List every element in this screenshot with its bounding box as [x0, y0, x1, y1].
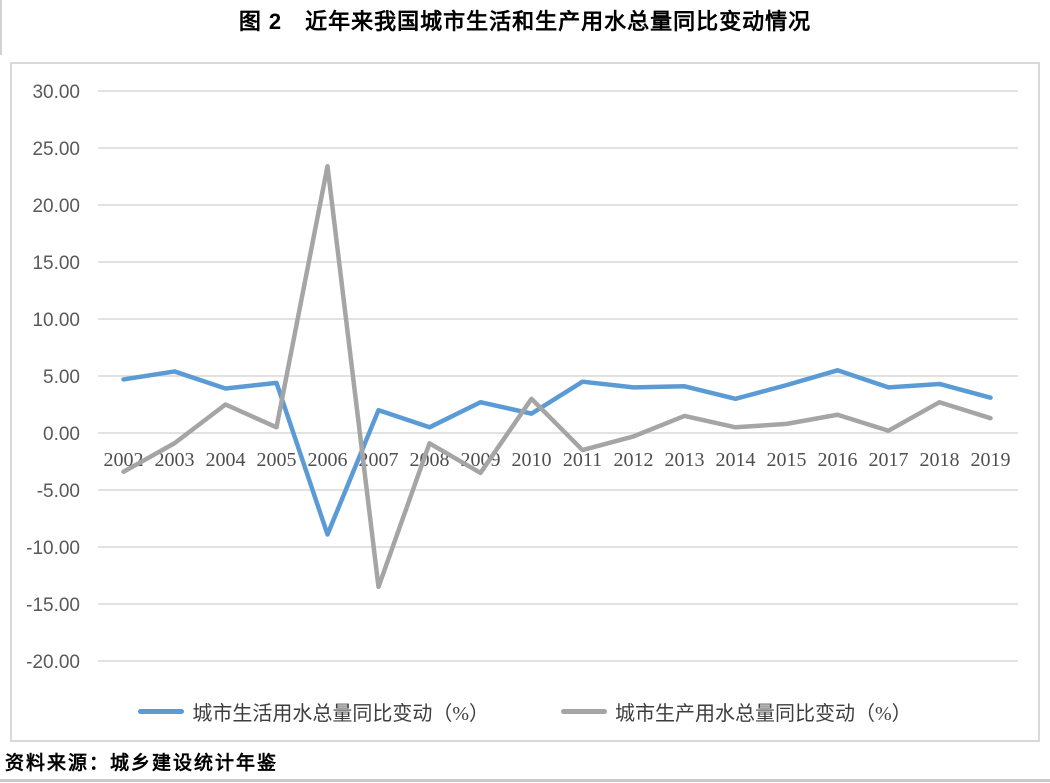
legend-label-production-water: 城市生产用水总量同比变动（%） — [615, 703, 912, 725]
x-axis-year-label: 2018 — [920, 449, 960, 471]
y-axis-tick-label: -5.00 — [37, 481, 80, 502]
x-axis-year-label: 2014 — [716, 449, 756, 471]
page-edge-tick — [0, 0, 2, 55]
y-axis-tick-label: 0.00 — [43, 424, 80, 445]
y-axis-tick-label: 15.00 — [32, 253, 80, 274]
x-axis-year-label: 2015 — [767, 449, 807, 471]
x-axis-year-label: 2010 — [512, 449, 552, 471]
legend-line-blue-icon — [138, 709, 185, 714]
x-axis-year-label: 2016 — [818, 449, 858, 471]
bottom-divider — [0, 779, 1050, 782]
x-axis-year-label: 2003 — [155, 449, 195, 471]
x-axis-year-label: 2012 — [614, 449, 654, 471]
y-axis-tick-label: -10.00 — [26, 538, 80, 559]
x-axis-year-label: 2007 — [359, 449, 399, 471]
y-axis-tick-label: -20.00 — [26, 652, 80, 673]
y-axis-tick-label: 20.00 — [32, 196, 80, 217]
legend-line-gray-icon — [561, 709, 607, 714]
y-axis-tick-label: 25.00 — [32, 139, 80, 160]
series-line-production-water — [121, 163, 993, 590]
y-axis-tick-label: 10.00 — [32, 310, 80, 331]
plot-svg: 30.00 25.00 20.00 15.00 10.00 5.00 0.00 -5.00 -1… — [26, 82, 1018, 673]
y-axis-tick-label: 30.00 — [32, 82, 80, 103]
series-line-life-water — [121, 368, 993, 537]
x-axis-year-label: 2005 — [257, 449, 297, 471]
x-axis-year-label: 2002 — [104, 449, 144, 471]
chart-area: 30.00 25.00 20.00 15.00 10.00 5.00 0.00 -5.00 -1… — [10, 62, 1040, 742]
legend: 城市生活用水总量同比变动（%） 城市生产用水总量同比变动（%） — [12, 697, 1038, 726]
x-axis-year-label: 2006 — [308, 449, 348, 471]
x-axis-year-label: 2017 — [869, 449, 909, 471]
x-axis-year-label: 2013 — [665, 449, 705, 471]
legend-label-life-water: 城市生活用水总量同比变动（%） — [192, 703, 489, 725]
x-axis-year-label: 2011 — [563, 449, 602, 471]
x-axis-year-label: 2019 — [971, 449, 1011, 471]
legend-item-production-water: 城市生产用水总量同比变动（%） — [561, 697, 912, 726]
source-note: 资料来源：城乡建设统计年鉴 — [5, 753, 279, 774]
legend-item-life-water: 城市生活用水总量同比变动（%） — [138, 697, 489, 726]
y-axis-tick-label: -15.00 — [26, 595, 80, 616]
y-axis-tick-label: 5.00 — [43, 367, 80, 388]
chart-title: 图 2 近年来我国城市生活和生产用水总量同比变动情况 — [238, 9, 812, 34]
x-axis-year-label: 2004 — [206, 449, 246, 471]
